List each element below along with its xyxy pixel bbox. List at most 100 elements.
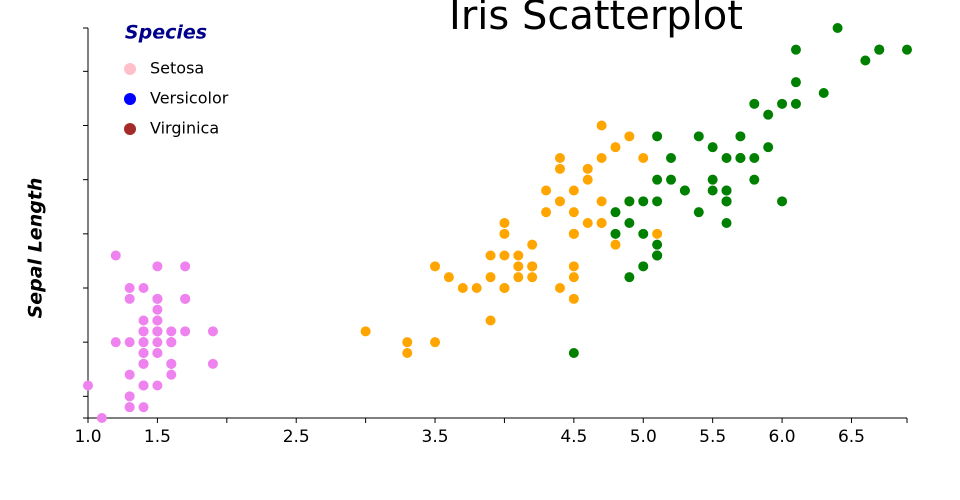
point	[138, 337, 149, 348]
point	[166, 326, 177, 337]
point	[499, 218, 510, 228]
point	[499, 283, 510, 293]
x-tick-label: 2.5	[283, 427, 310, 447]
point	[124, 337, 135, 348]
point	[124, 391, 135, 402]
point	[138, 315, 149, 326]
point	[180, 261, 191, 272]
point	[457, 283, 468, 293]
point	[499, 228, 510, 239]
point	[707, 185, 718, 196]
point	[124, 293, 135, 304]
point	[652, 239, 663, 250]
point	[180, 326, 191, 337]
point	[624, 272, 635, 283]
legend-label: Versicolor	[150, 89, 229, 108]
point	[499, 250, 510, 261]
point	[749, 153, 760, 163]
point	[568, 228, 579, 239]
point	[860, 55, 871, 66]
point	[124, 369, 135, 380]
point	[83, 380, 93, 391]
point	[513, 272, 524, 283]
point	[610, 207, 621, 218]
point	[652, 131, 663, 142]
point	[541, 185, 552, 196]
point	[638, 261, 649, 272]
point	[638, 196, 649, 207]
point	[624, 218, 635, 228]
y-axis-label: Sepal Length	[25, 178, 47, 319]
point	[582, 218, 593, 228]
point	[443, 272, 454, 283]
point	[666, 174, 677, 185]
point	[707, 174, 718, 185]
point	[638, 228, 649, 239]
point	[610, 142, 621, 153]
point	[124, 402, 135, 413]
point	[679, 185, 690, 196]
point	[513, 261, 524, 272]
point	[124, 283, 135, 293]
point	[707, 142, 718, 153]
point	[902, 44, 912, 55]
point	[152, 326, 163, 337]
x-tick-label: 3.5	[422, 427, 449, 447]
legend-swatch	[124, 93, 136, 105]
point	[207, 326, 218, 337]
point	[138, 326, 149, 337]
point	[554, 163, 565, 174]
legend-label: Setosa	[150, 59, 204, 78]
point	[652, 228, 663, 239]
point	[554, 153, 565, 163]
x-tick-label: 5.0	[630, 427, 657, 447]
point	[777, 196, 788, 207]
point	[152, 304, 163, 315]
point	[693, 131, 704, 142]
point	[554, 283, 565, 293]
point	[152, 337, 163, 348]
point	[430, 337, 441, 348]
point	[541, 207, 552, 218]
point	[568, 348, 579, 358]
point	[652, 196, 663, 207]
point	[721, 185, 732, 196]
point	[818, 88, 829, 98]
point	[638, 153, 649, 163]
point	[110, 250, 121, 261]
point	[166, 337, 177, 348]
point	[402, 337, 413, 348]
point	[138, 402, 149, 413]
legend-title: Species	[125, 22, 207, 44]
point	[749, 174, 760, 185]
point	[527, 239, 538, 250]
chart-title: Iris Scatterplot	[449, 0, 743, 39]
point	[596, 153, 607, 163]
point	[96, 413, 107, 423]
point	[596, 120, 607, 131]
point	[735, 153, 746, 163]
point	[763, 142, 774, 153]
point	[735, 131, 746, 142]
x-tick-label: 6.5	[838, 427, 865, 447]
x-tick-label: 1.0	[74, 427, 101, 447]
point	[596, 218, 607, 228]
point	[110, 337, 121, 348]
point	[166, 358, 177, 369]
point	[832, 23, 843, 33]
x-tick-label: 1.5	[144, 427, 171, 447]
point	[527, 261, 538, 272]
point	[721, 218, 732, 228]
point	[554, 196, 565, 207]
point	[721, 196, 732, 207]
point	[652, 250, 663, 261]
point	[152, 348, 163, 358]
point	[693, 207, 704, 218]
point	[430, 261, 441, 272]
point	[568, 185, 579, 196]
point	[652, 174, 663, 185]
point	[568, 261, 579, 272]
point	[790, 98, 801, 109]
point	[763, 109, 774, 120]
